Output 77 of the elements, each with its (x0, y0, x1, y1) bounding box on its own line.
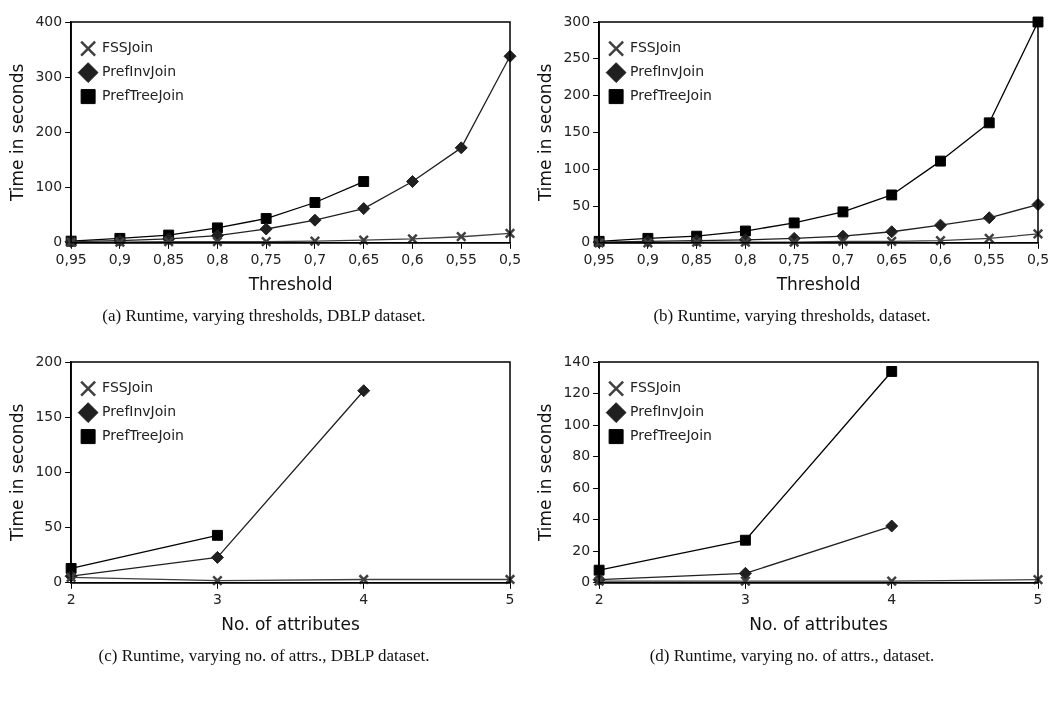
legend-label: PrefTreeJoin (630, 427, 712, 444)
y-tick-label: 120 (563, 384, 591, 401)
x-tick-label: 0,55 (973, 250, 1005, 267)
x-axis-title: No. of attributes (221, 614, 360, 635)
x-tick-label: 0,7 (831, 250, 855, 267)
y-axis-title: Time in seconds (534, 403, 555, 543)
legend-label: PrefInvJoin (102, 63, 177, 80)
x-tick-label: 0,85 (153, 250, 185, 267)
y-tick-label: 60 (572, 478, 591, 495)
x-tick-label: 0,9 (108, 250, 132, 267)
x-tick-label: 0,9 (636, 250, 660, 267)
x-tick-label: 5 (1033, 590, 1043, 607)
x-tick-label: 0,85 (681, 250, 713, 267)
x-tick-label: 0,55 (445, 250, 477, 267)
x-tick-label: 0,8 (734, 250, 757, 267)
x-tick-label: 3 (740, 590, 750, 607)
legend-label: PrefInvJoin (630, 403, 705, 420)
y-axis-title: Time in seconds (534, 63, 555, 203)
text: (b) Runtime, varying thresholds, dataset. (652, 306, 932, 326)
legend-label: PrefInvJoin (630, 63, 705, 80)
x-tick-label: 0,65 (876, 250, 908, 267)
x-tick-label: 0,75 (778, 250, 810, 267)
y-tick-label: 50 (572, 196, 591, 213)
y-tick-label: 50 (44, 518, 63, 535)
y-axis-title: Time in seconds (6, 403, 27, 543)
x-tick-label: 0,5 (1026, 250, 1050, 267)
y-tick-label: 400 (35, 12, 63, 29)
text: (d) Runtime, varying no. of attrs., dataset. (648, 646, 936, 666)
y-tick-label: 300 (35, 67, 63, 84)
x-tick-label: 0,8 (206, 250, 229, 267)
x-axis-title: Threshold (775, 274, 861, 295)
legend-label: FSSJoin (102, 39, 154, 56)
y-tick-label: 140 (563, 352, 591, 369)
x-tick-label: 0,65 (348, 250, 380, 267)
y-tick-label: 200 (35, 123, 63, 140)
text: (c) Runtime, varying no. of attrs., DBLP dataset. (97, 646, 431, 666)
y-tick-label: 300 (563, 12, 591, 29)
x-tick-label: 0,75 (250, 250, 282, 267)
legend-label: FSSJoin (102, 379, 154, 396)
y-tick-label: 40 (572, 510, 591, 527)
y-tick-label: 250 (563, 49, 591, 66)
y-tick-label: 100 (563, 159, 591, 176)
text: (a) Runtime, varying thresholds, DBLP dataset. (101, 306, 427, 326)
y-tick-label: 0 (581, 233, 591, 250)
x-tick-label: 0,7 (303, 250, 327, 267)
legend-label: FSSJoin (630, 39, 682, 56)
x-tick-label: 0,6 (929, 250, 952, 267)
x-tick-label: 4 (887, 590, 897, 607)
y-tick-label: 20 (572, 541, 591, 558)
x-axis-title: Threshold (247, 274, 333, 295)
y-tick-label: 80 (572, 447, 591, 464)
legend-label: FSSJoin (630, 379, 682, 396)
y-tick-label: 200 (35, 352, 63, 369)
x-tick-label: 5 (505, 590, 515, 607)
x-tick-label: 0,5 (498, 250, 522, 267)
x-tick-label: 0,95 (55, 250, 87, 267)
x-tick-label: 2 (594, 590, 604, 607)
y-tick-label: 0 (581, 573, 591, 590)
y-tick-label: 100 (35, 178, 63, 195)
y-axis-title: Time in seconds (6, 63, 27, 203)
legend-label: PrefInvJoin (102, 403, 177, 420)
x-tick-label: 3 (212, 590, 222, 607)
y-tick-label: 0 (53, 233, 63, 250)
x-tick-label: 4 (359, 590, 369, 607)
y-tick-label: 0 (53, 573, 63, 590)
x-tick-label: 0,95 (583, 250, 615, 267)
y-tick-label: 150 (563, 123, 591, 140)
y-tick-label: 100 (35, 463, 63, 480)
legend-label: PrefTreeJoin (102, 87, 184, 104)
x-tick-label: 2 (66, 590, 76, 607)
y-tick-label: 100 (563, 415, 591, 432)
y-tick-label: 200 (563, 86, 591, 103)
legend-label: PrefTreeJoin (102, 427, 184, 444)
x-tick-label: 0,6 (401, 250, 424, 267)
y-tick-label: 150 (35, 407, 63, 424)
legend-label: PrefTreeJoin (630, 87, 712, 104)
x-axis-title: No. of attributes (749, 614, 888, 635)
